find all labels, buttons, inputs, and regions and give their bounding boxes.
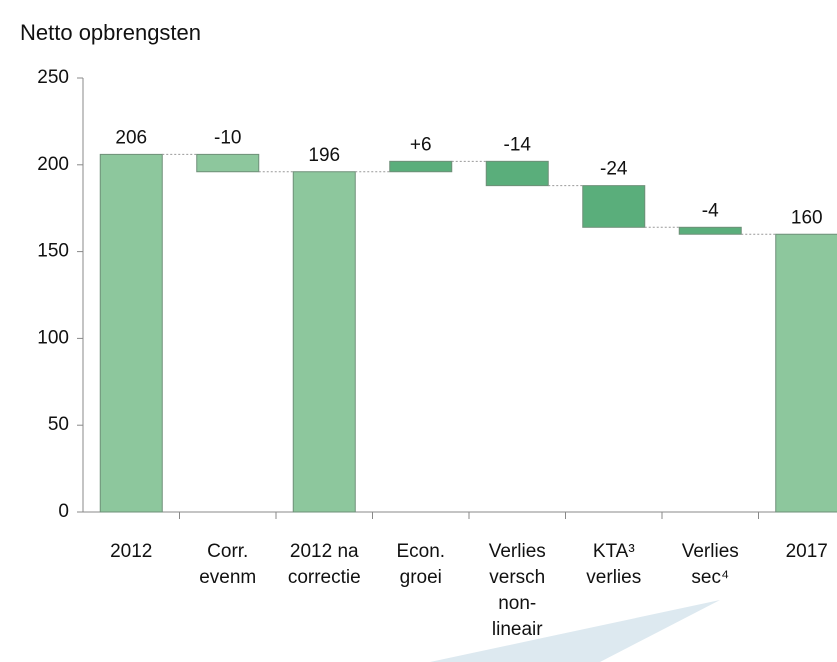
- x-tick-label: Econ.: [396, 541, 445, 562]
- bar: [389, 160, 453, 173]
- x-tick-label: Corr.: [207, 541, 248, 562]
- value-label: -4: [702, 200, 719, 221]
- x-tick-label: groei: [400, 567, 442, 588]
- value-label: 160: [791, 207, 823, 228]
- x-tick-label: lineair: [492, 619, 543, 640]
- x-tick-label: non-: [498, 593, 536, 614]
- x-tick-label: Verlies: [489, 541, 546, 562]
- x-tick-label: versch: [489, 567, 545, 588]
- bar: [485, 160, 549, 187]
- y-tick-label: 0: [58, 501, 69, 522]
- x-tick-label: verlies: [586, 567, 641, 588]
- y-tick-label: 150: [37, 241, 69, 262]
- value-label: 206: [115, 127, 147, 148]
- value-label: -14: [504, 134, 532, 155]
- bar: [678, 226, 742, 235]
- value-label: -10: [214, 127, 241, 148]
- x-tick-label: correctie: [288, 567, 361, 588]
- y-tick-label: 50: [48, 414, 69, 435]
- value-label: +6: [410, 134, 432, 155]
- x-tick-label: evenm: [199, 567, 256, 588]
- watermark: [430, 600, 720, 662]
- x-tick-label: sec⁴: [691, 567, 729, 588]
- value-label: 196: [308, 145, 340, 166]
- y-tick-label: 250: [37, 67, 69, 88]
- x-tick-label: 2012: [110, 541, 152, 562]
- y-tick-label: 200: [37, 154, 69, 175]
- bar: [99, 153, 163, 513]
- value-label: -24: [600, 159, 628, 180]
- x-tick-label: KTA³: [593, 541, 635, 562]
- bar: [775, 233, 837, 513]
- bar: [196, 153, 260, 173]
- bar: [582, 185, 646, 228]
- bar: [292, 171, 356, 513]
- x-tick-label: 2012 na: [290, 541, 359, 562]
- x-tick-label: Verlies: [682, 541, 739, 562]
- chart-title: Netto opbrengsten: [20, 20, 201, 45]
- y-tick-label: 100: [37, 327, 69, 348]
- x-tick-label: 2017: [786, 541, 828, 562]
